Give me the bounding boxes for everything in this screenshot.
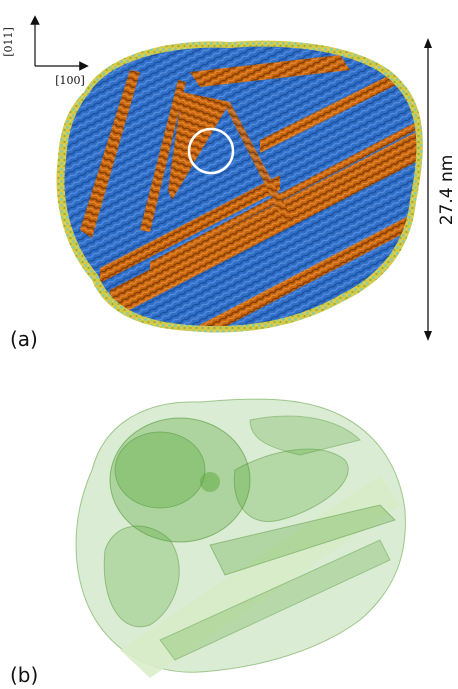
twin-band-left-2: [140, 80, 186, 232]
scale-label: 27.4 nm: [437, 155, 457, 226]
panel-label-a: (a): [10, 327, 38, 351]
grain-4: [103, 525, 180, 628]
grain-6: [209, 504, 396, 576]
axis-label-011: [011]: [2, 27, 15, 57]
grain-2: [114, 431, 206, 509]
twin-band-5: [260, 65, 410, 153]
panel-b: (b): [10, 398, 406, 687]
twin-band-left-1: [80, 70, 140, 238]
triangle-band-2: [226, 102, 292, 222]
highlight-circle: [187, 127, 235, 175]
particle-interior: [64, 46, 417, 327]
twin-band-2: [150, 120, 417, 270]
grain-8: [249, 415, 361, 456]
panel-a: [011] [100] 27.4 nm (a): [2, 15, 457, 351]
axis-label-100: [100]: [55, 74, 85, 87]
panel-label-b: (b): [10, 663, 38, 687]
triangle-band: [168, 92, 230, 200]
grain-3: [200, 472, 220, 492]
volume-light-band: [120, 475, 400, 678]
grain-5: [233, 448, 349, 522]
axis-indicator: [011] [100]: [2, 15, 89, 87]
twin-band-3: [100, 175, 280, 283]
twin-band-4: [190, 210, 417, 327]
grain-1: [109, 417, 251, 543]
grain-7: [159, 539, 391, 661]
twin-band-6: [190, 55, 350, 87]
twin-band-1: [110, 130, 417, 320]
scale-bar: 27.4 nm: [424, 38, 457, 341]
volume-outer-hull: [75, 398, 406, 673]
